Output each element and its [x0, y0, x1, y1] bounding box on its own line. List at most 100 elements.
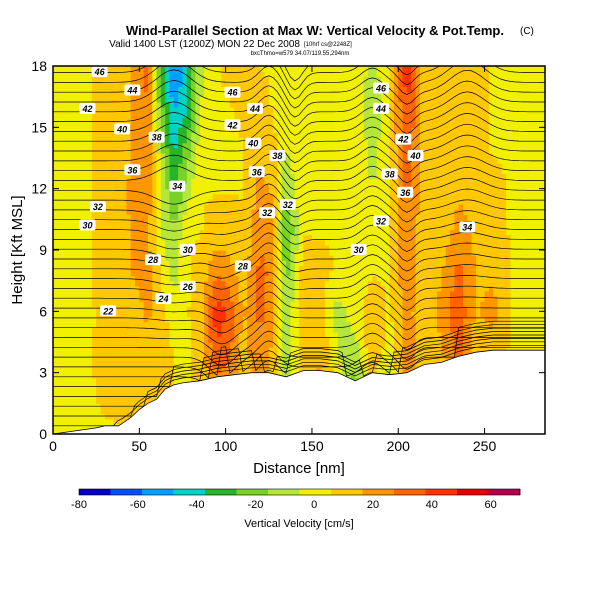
field-cell: [165, 342, 171, 348]
field-cell: [337, 198, 343, 205]
field-cell: [195, 290, 201, 297]
field-cell: [208, 66, 214, 72]
field-cell: [165, 81, 171, 88]
field-cell: [290, 158, 296, 164]
field-cell: [147, 270, 153, 277]
field-cell: [225, 316, 231, 323]
field-cell: [169, 270, 175, 277]
field-cell: [221, 352, 227, 358]
field-cell: [229, 81, 235, 88]
field-cell: [346, 352, 352, 358]
field-cell: [178, 168, 184, 174]
field-cell: [342, 219, 348, 226]
field-cell: [346, 112, 352, 118]
field-cell: [273, 81, 279, 88]
field-cell: [221, 250, 227, 256]
field-cell: [165, 347, 171, 353]
field-cell: [182, 173, 188, 180]
field-cell: [113, 101, 119, 108]
field-cell: [247, 229, 253, 236]
field-cell: [238, 229, 244, 236]
field-cell: [96, 388, 102, 394]
field-cell: [83, 357, 89, 364]
field-cell: [311, 76, 317, 82]
field-cell: [195, 311, 201, 318]
field-cell: [260, 347, 266, 353]
field-cell: [53, 255, 58, 261]
field-cell: [122, 255, 127, 261]
field-cell: [96, 321, 102, 328]
field-cell: [264, 117, 270, 123]
field-cell: [109, 152, 115, 159]
field-cell: [255, 204, 261, 210]
field-cell: [242, 147, 248, 154]
field-cell: [139, 86, 145, 93]
field-cell: [87, 413, 93, 420]
field-cell: [70, 270, 76, 277]
field-cell: [320, 301, 326, 307]
field-cell: [311, 214, 317, 220]
field-cell: [290, 336, 296, 343]
field-cell: [229, 142, 235, 149]
field-cell: [311, 127, 317, 134]
field-cell: [337, 234, 343, 241]
field-cell: [316, 91, 322, 98]
field-cell: [290, 66, 296, 72]
field-cell: [104, 296, 110, 302]
field-cell: [337, 290, 343, 297]
field-cell: [117, 255, 123, 261]
field-cell: [311, 147, 317, 154]
field-cell: [225, 163, 231, 169]
field-cell: [160, 66, 166, 72]
field-cell: [122, 198, 127, 205]
field-cell: [277, 244, 283, 251]
field-cell: [117, 413, 123, 420]
field-cell: [152, 382, 158, 389]
field-cell: [333, 234, 339, 241]
field-cell: [70, 66, 76, 72]
field-cell: [122, 377, 127, 384]
field-cell: [225, 301, 231, 307]
field-cell: [126, 239, 132, 246]
field-cell: [204, 367, 209, 374]
field-cell: [126, 158, 132, 164]
field-cell: [143, 112, 149, 118]
field-cell: [113, 388, 119, 394]
field-cell: [333, 101, 339, 108]
field-cell: [70, 81, 76, 88]
field-cell: [225, 214, 231, 220]
field-cell: [229, 188, 235, 195]
field-cell: [113, 71, 119, 77]
field-cell: [165, 260, 171, 266]
field-cell: [135, 301, 140, 307]
field-cell: [346, 81, 352, 88]
field-cell: [160, 147, 166, 154]
field-cell: [182, 357, 188, 364]
field-cell: [178, 224, 184, 231]
field-cell: [299, 336, 304, 343]
field-cell: [242, 152, 248, 159]
field-cell: [286, 158, 291, 164]
field-cell: [91, 388, 97, 394]
field-cell: [333, 193, 339, 200]
field-cell: [255, 91, 261, 98]
field-cell: [286, 347, 291, 353]
field-cell: [139, 224, 145, 231]
field-cell: [169, 96, 175, 103]
field-cell: [156, 316, 162, 323]
field-cell: [152, 347, 158, 353]
field-cell: [156, 183, 162, 190]
field-cell: [342, 122, 348, 128]
field-cell: [83, 423, 89, 430]
field-cell: [87, 142, 93, 149]
field-cell: [324, 301, 330, 307]
field-cell: [169, 91, 175, 98]
field-cell: [57, 106, 63, 113]
field-cell: [234, 229, 240, 236]
field-cell: [311, 336, 317, 343]
field-cell: [186, 342, 192, 348]
field-cell: [286, 229, 291, 236]
field-cell: [135, 321, 140, 328]
field-cell: [139, 163, 145, 169]
field-cell: [147, 398, 153, 404]
